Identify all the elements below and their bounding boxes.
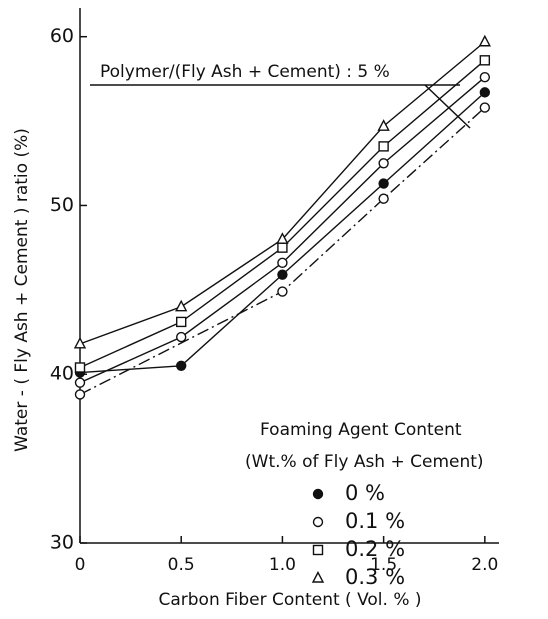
data-point — [377, 119, 390, 131]
annotation: Polymer/(Fly Ash + Cement) : 5 % — [100, 62, 390, 82]
x-axis-label: Carbon Fiber Content ( Vol. % ) — [158, 590, 421, 610]
data-point — [74, 377, 86, 388]
data-point — [74, 362, 86, 373]
legend-marker — [311, 570, 325, 583]
y-tick-label: 30 — [50, 532, 74, 554]
annotation-leader — [424, 84, 471, 129]
y-tick-label: 50 — [50, 194, 74, 216]
data-point — [478, 34, 491, 47]
legend-marker — [312, 488, 324, 500]
data-point — [479, 71, 491, 83]
data-point — [175, 299, 188, 312]
data-point — [276, 232, 289, 244]
data-point — [479, 55, 491, 66]
data-point — [176, 316, 187, 328]
x-tick-label: 2.0 — [471, 555, 498, 575]
x-tick-label: 1.0 — [269, 555, 296, 575]
data-point — [378, 193, 389, 204]
legend-label: 0.2 % — [345, 537, 405, 561]
legend-label: 0.3 % — [345, 565, 405, 589]
data-point — [176, 360, 187, 371]
data-point — [277, 257, 288, 269]
legend-title: (Wt.% of Fly Ash + Cement) — [245, 452, 484, 472]
y-tick-label: 60 — [50, 25, 74, 47]
data-point — [479, 87, 491, 98]
legend-marker — [312, 516, 324, 528]
series-line — [79, 41, 486, 345]
series-line — [79, 76, 486, 384]
x-tick-label: 0.5 — [168, 555, 195, 575]
data-point — [176, 331, 187, 343]
legend-marker — [312, 544, 324, 556]
legend-title: Foaming Agent Content — [260, 420, 462, 440]
data-point — [378, 158, 389, 169]
x-tick-label: 1.5 — [370, 555, 397, 575]
legend-label: 0.1 % — [345, 509, 405, 533]
data-point — [73, 336, 87, 349]
x-tick-label: 0 — [75, 555, 86, 575]
y-axis-label: Water - ( Fly Ash + Cement ) ratio (%) — [12, 128, 32, 452]
series-line — [79, 107, 486, 396]
data-point — [378, 178, 389, 189]
data-point — [378, 141, 389, 152]
data-point — [277, 269, 288, 280]
data-point — [277, 286, 288, 297]
data-point — [479, 102, 491, 113]
data-point — [74, 389, 86, 400]
data-point — [277, 242, 288, 253]
legend-label: 0 % — [345, 481, 385, 505]
y-tick-label: 40 — [50, 363, 74, 385]
